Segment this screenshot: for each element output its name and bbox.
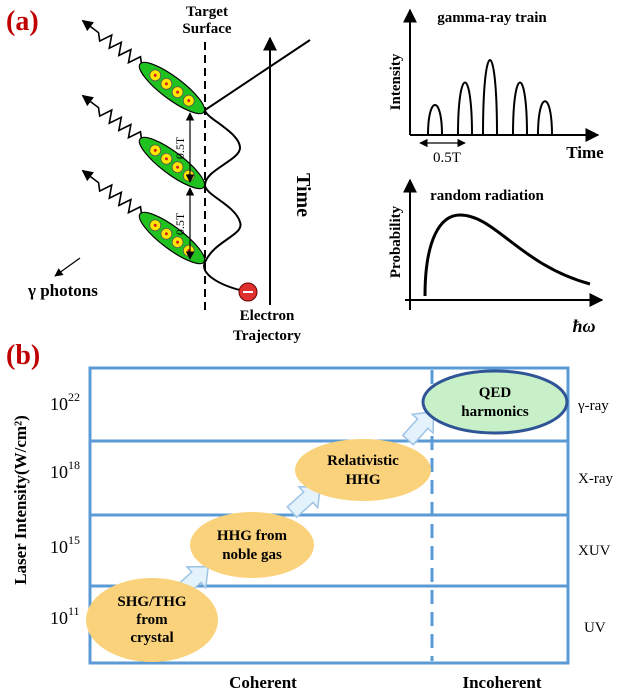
process-ellipse	[295, 439, 431, 501]
tick-label: 1018	[50, 458, 80, 482]
spacing-label: 0.5T	[433, 150, 461, 166]
y-label: Laser Intensity(W/cm²)	[11, 415, 30, 585]
y-label: Intensity	[388, 53, 404, 110]
y-label: Probability	[388, 205, 404, 278]
period-label: 0.5T	[173, 212, 187, 235]
tick-label: 1011	[50, 604, 80, 628]
spectrum-curve	[423, 213, 591, 297]
electron-trajectory	[203, 39, 311, 293]
plot-title: gamma-ray train	[437, 10, 547, 26]
process-ellipse	[190, 512, 314, 578]
x-label: Time	[566, 143, 604, 162]
electron-label: Electron Trajectory	[233, 308, 302, 344]
x-label: ħω	[572, 316, 595, 336]
panel-label: (b)	[6, 340, 40, 371]
pulse-train	[427, 59, 553, 136]
tick-label: 1022	[50, 390, 80, 414]
process-label: Relativistic HHG	[327, 453, 399, 488]
regime-label: Incoherent	[462, 673, 541, 692]
plot-title: random radiation	[430, 188, 544, 204]
process-label: QED harmonics	[461, 385, 529, 420]
process-ellipse	[421, 369, 569, 435]
band-label: XUV	[578, 543, 611, 559]
process-label: SHG/THG from crystal	[117, 594, 187, 646]
band-label: X-ray	[578, 471, 613, 487]
regime-label: Coherent	[229, 673, 297, 692]
process-ellipse	[86, 578, 218, 662]
band-label: UV	[584, 620, 606, 636]
time-label: Time	[292, 173, 314, 217]
process-label: HHG from noble gas	[217, 528, 288, 563]
photon-arrow	[54, 257, 81, 277]
target-label: Target Surface	[182, 4, 231, 37]
panel-label: (a)	[6, 6, 39, 37]
period-label: 0.5T	[173, 136, 187, 159]
band-label: γ-ray	[577, 398, 609, 414]
tick-label: 1015	[50, 533, 80, 557]
photons-label: γ photons	[27, 281, 98, 300]
